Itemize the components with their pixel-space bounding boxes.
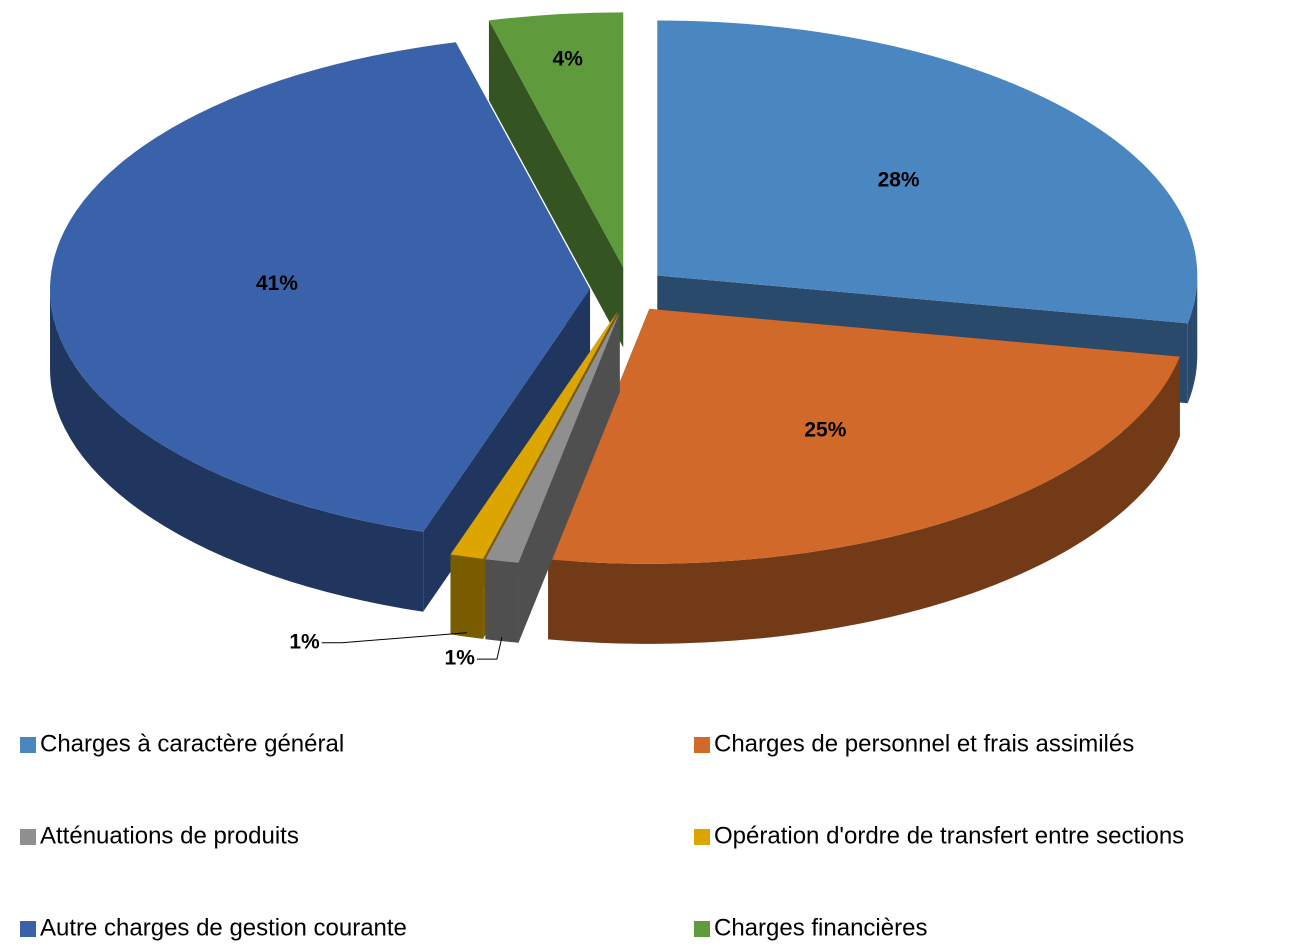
legend-label: Charges financières [714,914,927,941]
legend-swatch [694,737,710,753]
slice-wall [548,356,1180,644]
slice-wall [485,559,519,643]
legend-label: Opération d'ordre de transfert entre sec… [714,822,1184,849]
legend-swatch [694,921,710,937]
legend-swatch [694,829,710,845]
slice-top [548,308,1180,564]
slice [488,12,624,348]
slice [485,312,620,643]
value-label: 1% [289,630,320,653]
slice-top [50,42,591,532]
slice-top [450,311,618,559]
legend-swatch [20,737,36,753]
slice [50,42,591,612]
slice-wall [1187,275,1198,404]
slice-top [488,12,624,268]
value-label: 25% [804,419,846,442]
legend-label: Atténuations de produits [40,822,299,849]
leader-line [321,632,467,644]
slice-top [485,312,620,563]
value-label: 1% [445,647,476,670]
legend-swatch [20,829,36,845]
value-label: 28% [878,169,920,192]
legend-swatch [20,921,36,937]
slice [548,308,1180,644]
legend-label: Charges de personnel et frais assimilés [714,730,1134,757]
value-label: 4% [553,47,584,70]
slice-wall [50,289,424,612]
legend-label: Charges à caractère général [40,730,344,757]
slice-wall [450,554,484,639]
value-label: 41% [256,272,298,295]
slice-top [657,20,1198,324]
legend-label: Autre charges de gestion courante [40,914,407,941]
slice-side [488,20,624,348]
slice-side [423,289,591,612]
leader-line [476,636,503,660]
